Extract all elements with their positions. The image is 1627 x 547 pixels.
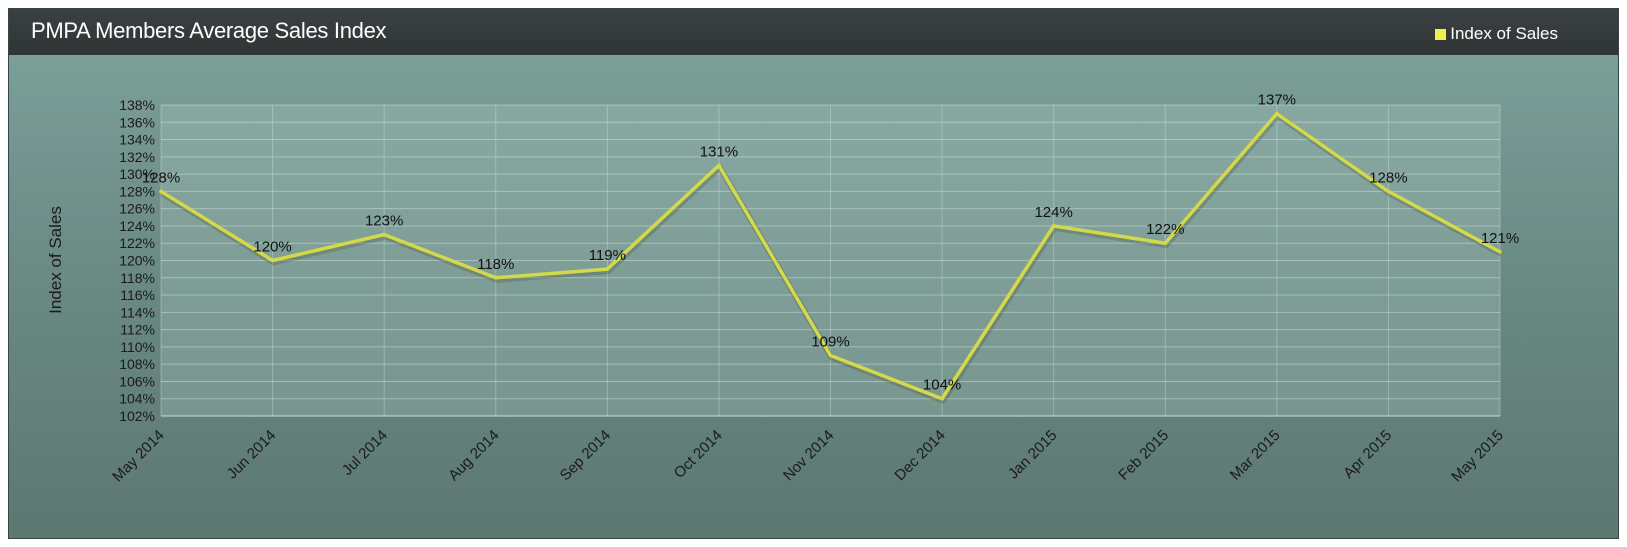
- chart-title: PMPA Members Average Sales Index: [31, 18, 387, 43]
- x-tick-label: Jan 2015: [1005, 427, 1061, 483]
- y-tick-label: 104%: [119, 391, 155, 407]
- x-tick-label: Jun 2014: [224, 427, 280, 483]
- x-tick-label: May 2014: [109, 427, 168, 486]
- y-tick-label: 130%: [119, 166, 155, 182]
- data-label: 128%: [1369, 169, 1407, 186]
- data-point: [270, 258, 275, 263]
- data-point: [1163, 241, 1168, 246]
- x-tick-label: Apr 2015: [1340, 427, 1395, 482]
- y-tick-label: 112%: [120, 322, 155, 338]
- data-label: 137%: [1258, 92, 1296, 109]
- x-tick-label: Jul 2014: [339, 427, 391, 479]
- y-tick-label: 128%: [119, 183, 155, 199]
- data-label: 122%: [1146, 221, 1184, 238]
- data-label: 109%: [811, 334, 849, 351]
- data-label: 121%: [1481, 230, 1519, 247]
- data-point: [940, 396, 944, 401]
- x-tick-label: Mar 2015: [1227, 427, 1284, 484]
- data-point: [1386, 189, 1391, 194]
- x-tick-label: Aug 2014: [445, 427, 502, 484]
- y-tick-label: 136%: [119, 114, 155, 130]
- data-label: 120%: [253, 239, 291, 256]
- data-label: 123%: [365, 213, 403, 230]
- x-axis-ticks: May 2014 Jun 2014 Jul 2014 Aug 2014 Sep 2014…: [109, 427, 1507, 486]
- data-label: 119%: [589, 247, 626, 264]
- data-point: [717, 163, 721, 168]
- legend-swatch: [1435, 28, 1447, 40]
- y-tick-label: 106%: [119, 373, 155, 389]
- data-point: [493, 275, 498, 280]
- x-tick-label: Sep 2014: [557, 427, 614, 484]
- y-axis-label: Index of Sales: [46, 206, 65, 314]
- legend: Index of Sales: [1435, 24, 1558, 44]
- y-tick-label: 118%: [120, 270, 155, 286]
- y-tick-label: 124%: [119, 218, 155, 234]
- y-tick-label: 116%: [120, 287, 155, 303]
- y-tick-label: 108%: [119, 356, 155, 372]
- y-tick-label: 134%: [119, 132, 155, 148]
- y-tick-label: 110%: [120, 339, 155, 355]
- x-tick-label: Feb 2015: [1115, 427, 1172, 484]
- gridlines: [160, 104, 1501, 417]
- chart-title-bar: PMPA Members Average Sales Index Index o…: [9, 9, 1618, 55]
- y-tick-label: 126%: [119, 201, 155, 217]
- data-label: 124%: [1034, 204, 1072, 221]
- plot-area: [161, 105, 1500, 416]
- x-tick-label: Nov 2014: [780, 427, 837, 484]
- y-axis-ticks: 102%104% 106%108%110%112% 114%116%118%120%…: [119, 97, 155, 424]
- y-tick-label: 114%: [120, 304, 155, 320]
- data-point: [1051, 224, 1056, 228]
- data-labels: 128% 120% 123% 118% 119% 131% 109% 104% 124% 122%…: [142, 92, 1519, 394]
- data-point: [1498, 250, 1502, 254]
- data-point: [159, 189, 163, 194]
- x-tick-label: May 2015: [1448, 427, 1507, 486]
- data-point: [605, 267, 610, 271]
- data-label: 128%: [142, 169, 180, 186]
- x-tick-label: Dec 2014: [891, 427, 948, 484]
- data-point: [382, 232, 386, 237]
- y-tick-label: 122%: [119, 235, 155, 251]
- data-point: [828, 353, 833, 358]
- data-label: 131%: [700, 143, 738, 160]
- y-tick-label: 102%: [119, 408, 155, 424]
- x-tick-label: Oct 2014: [671, 427, 726, 482]
- chart-frame: PMPA Members Average Sales Index Index o…: [8, 8, 1619, 539]
- legend-label: Index of Sales: [1450, 24, 1558, 43]
- data-label: 118%: [477, 256, 514, 273]
- y-tick-label: 132%: [119, 149, 155, 165]
- data-point: [1275, 111, 1279, 116]
- data-label: 104%: [923, 377, 961, 394]
- y-tick-label: 120%: [119, 253, 155, 269]
- series-group: [159, 111, 1503, 404]
- y-tick-label: 138%: [119, 97, 155, 113]
